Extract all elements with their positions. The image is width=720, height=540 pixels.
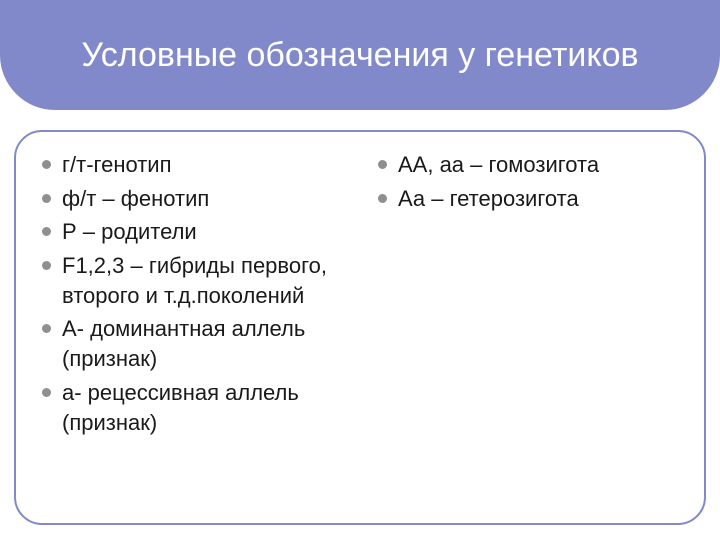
list-item: F1,2,3 – гибриды первого, второго и т.д.… [36,251,348,310]
slide-title: Условные обозначения у генетиков [81,34,638,77]
list-item: АА, аа – гомозигота [372,150,684,180]
content-frame: г/т-генотип ф/т – фенотип Р – родители F… [14,130,706,525]
right-column: АА, аа – гомозигота Аа – гетерозигота [372,150,684,505]
list-item: а- рецессивная аллель (признак) [36,378,348,437]
list-item: г/т-генотип [36,150,348,180]
list-item: Аа – гетерозигота [372,184,684,214]
list-item: ф/т – фенотип [36,184,348,214]
left-list: г/т-генотип ф/т – фенотип Р – родители F… [36,150,348,437]
right-list: АА, аа – гомозигота Аа – гетерозигота [372,150,684,213]
title-bar: Условные обозначения у генетиков [0,0,720,110]
list-item: А- доминантная аллель (признак) [36,314,348,373]
left-column: г/т-генотип ф/т – фенотип Р – родители F… [36,150,348,505]
list-item: Р – родители [36,217,348,247]
